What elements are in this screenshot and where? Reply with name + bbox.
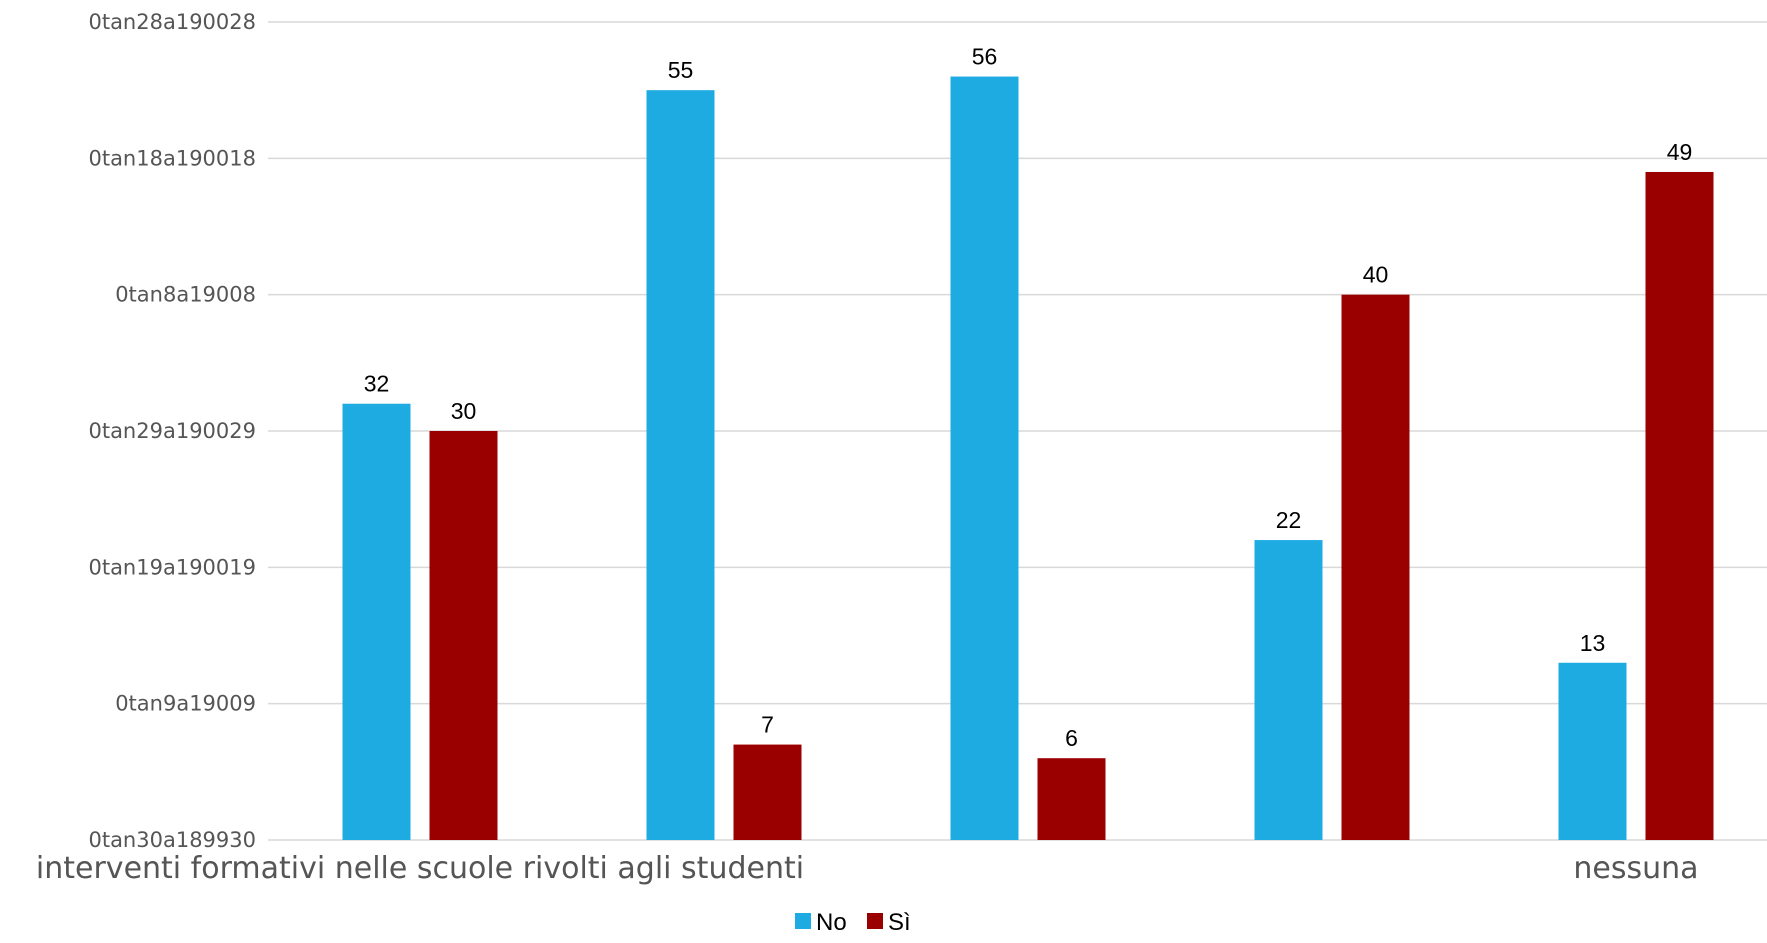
data-label: 22 bbox=[1276, 507, 1302, 533]
bar-no bbox=[342, 403, 411, 840]
bar-no bbox=[950, 76, 1019, 841]
y-tick-label: 0tan8a19008 bbox=[115, 283, 256, 307]
x-category-label: nessuna bbox=[1573, 851, 1698, 886]
bars bbox=[342, 76, 1714, 841]
legend-swatch bbox=[867, 913, 883, 929]
bar-si bbox=[1037, 758, 1106, 840]
y-axis-ticks: 0tan30a189930 0tan9a19009 0tan19a190019 0ta… bbox=[88, 10, 256, 852]
data-label: 55 bbox=[668, 57, 694, 83]
y-tick-label: 0tan30a189930 bbox=[88, 828, 256, 852]
y-tick-label: 0tan29a190029 bbox=[88, 419, 256, 443]
bar-si bbox=[1645, 171, 1714, 840]
bar-si bbox=[733, 744, 802, 840]
data-label: 49 bbox=[1667, 139, 1693, 165]
data-label: 6 bbox=[1065, 725, 1078, 751]
y-tick-label: 0tan18a190018 bbox=[88, 146, 256, 170]
legend: No Sì bbox=[795, 909, 911, 936]
x-axis-categories: interventi formativi nelle scuole rivolt… bbox=[36, 851, 1699, 886]
bar-si bbox=[429, 431, 498, 840]
data-label: 7 bbox=[761, 712, 774, 738]
bar-no bbox=[1254, 540, 1323, 840]
y-tick-label: 0tan28a190028 bbox=[88, 10, 256, 34]
y-tick-label: 0tan9a19009 bbox=[115, 692, 256, 716]
bar-no bbox=[1558, 662, 1627, 840]
y-tick-label: 0tan19a190019 bbox=[88, 555, 256, 579]
legend-label: No bbox=[816, 909, 847, 936]
data-label: 40 bbox=[1363, 262, 1389, 288]
x-category-label: interventi formativi nelle scuole rivolt… bbox=[36, 851, 804, 886]
data-label: 30 bbox=[451, 398, 477, 424]
data-label: 13 bbox=[1580, 630, 1606, 656]
data-labels: 32 30 55 7 56 6 22 40 13 49 bbox=[364, 44, 1693, 752]
legend-label: Sì bbox=[888, 909, 911, 936]
data-label: 32 bbox=[364, 371, 390, 397]
data-label: 56 bbox=[972, 44, 998, 70]
bar-si bbox=[1341, 294, 1410, 841]
bar-no bbox=[646, 90, 715, 840]
legend-swatch bbox=[795, 913, 811, 929]
